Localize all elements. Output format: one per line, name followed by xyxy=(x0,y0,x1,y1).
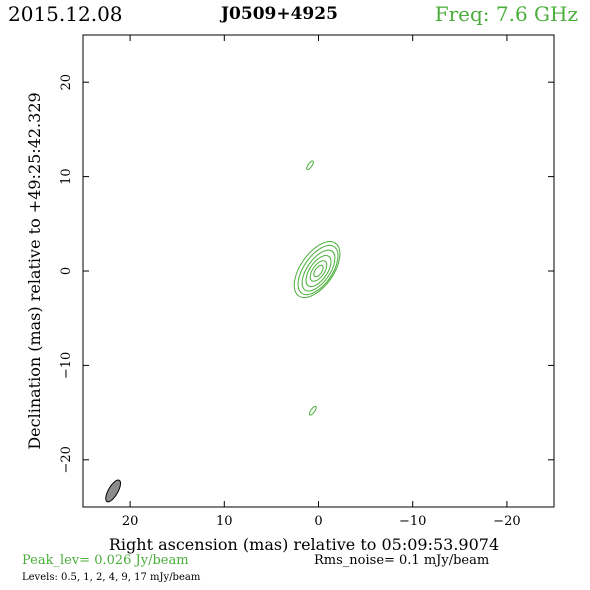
source-name: J0509+4925 xyxy=(221,4,338,24)
contour-component xyxy=(308,405,317,416)
plot-frame xyxy=(82,34,555,508)
y-tick-label: −20 xyxy=(59,446,74,473)
contour-line xyxy=(313,264,324,278)
contour-line xyxy=(297,244,339,296)
x-tick-label: −20 xyxy=(493,514,520,529)
y-tick-label: 10 xyxy=(59,168,74,185)
y-axis-label: Declination (mas) relative to +49:25:42.… xyxy=(25,92,44,449)
peak-level: Peak_lev= 0.026 Jy/beam xyxy=(22,553,189,568)
axis-ticks: 20 10 0 −10 −20 20 10 0 −10 −20 xyxy=(59,35,554,529)
rms-noise: Rms_noise= 0.1 mJy/beam xyxy=(314,553,490,568)
x-tick-label: −10 xyxy=(399,514,426,529)
y-tick-label: −10 xyxy=(59,352,74,379)
contour-line xyxy=(293,241,341,299)
x-tick-label: 20 xyxy=(122,514,139,529)
contour-line xyxy=(309,260,328,282)
x-tick-label: 10 xyxy=(216,514,233,529)
y-tick-label: 0 xyxy=(59,267,74,275)
contour-line xyxy=(305,254,332,288)
contour-layer xyxy=(105,160,341,503)
contour-line xyxy=(301,249,336,292)
x-tick-label: 0 xyxy=(314,514,322,529)
contour-component xyxy=(306,160,314,171)
x-axis-label: Right ascension (mas) relative to 05:09:… xyxy=(109,535,499,554)
epoch-date: 2015.12.08 xyxy=(8,2,123,26)
frequency-label: Freq: 7.6 GHz xyxy=(434,2,578,26)
y-tick-label: 20 xyxy=(59,74,74,91)
beam-ellipse xyxy=(105,479,122,503)
contour-levels: Levels: 0.5, 1, 2, 4, 9, 17 mJy/beam xyxy=(22,572,201,583)
